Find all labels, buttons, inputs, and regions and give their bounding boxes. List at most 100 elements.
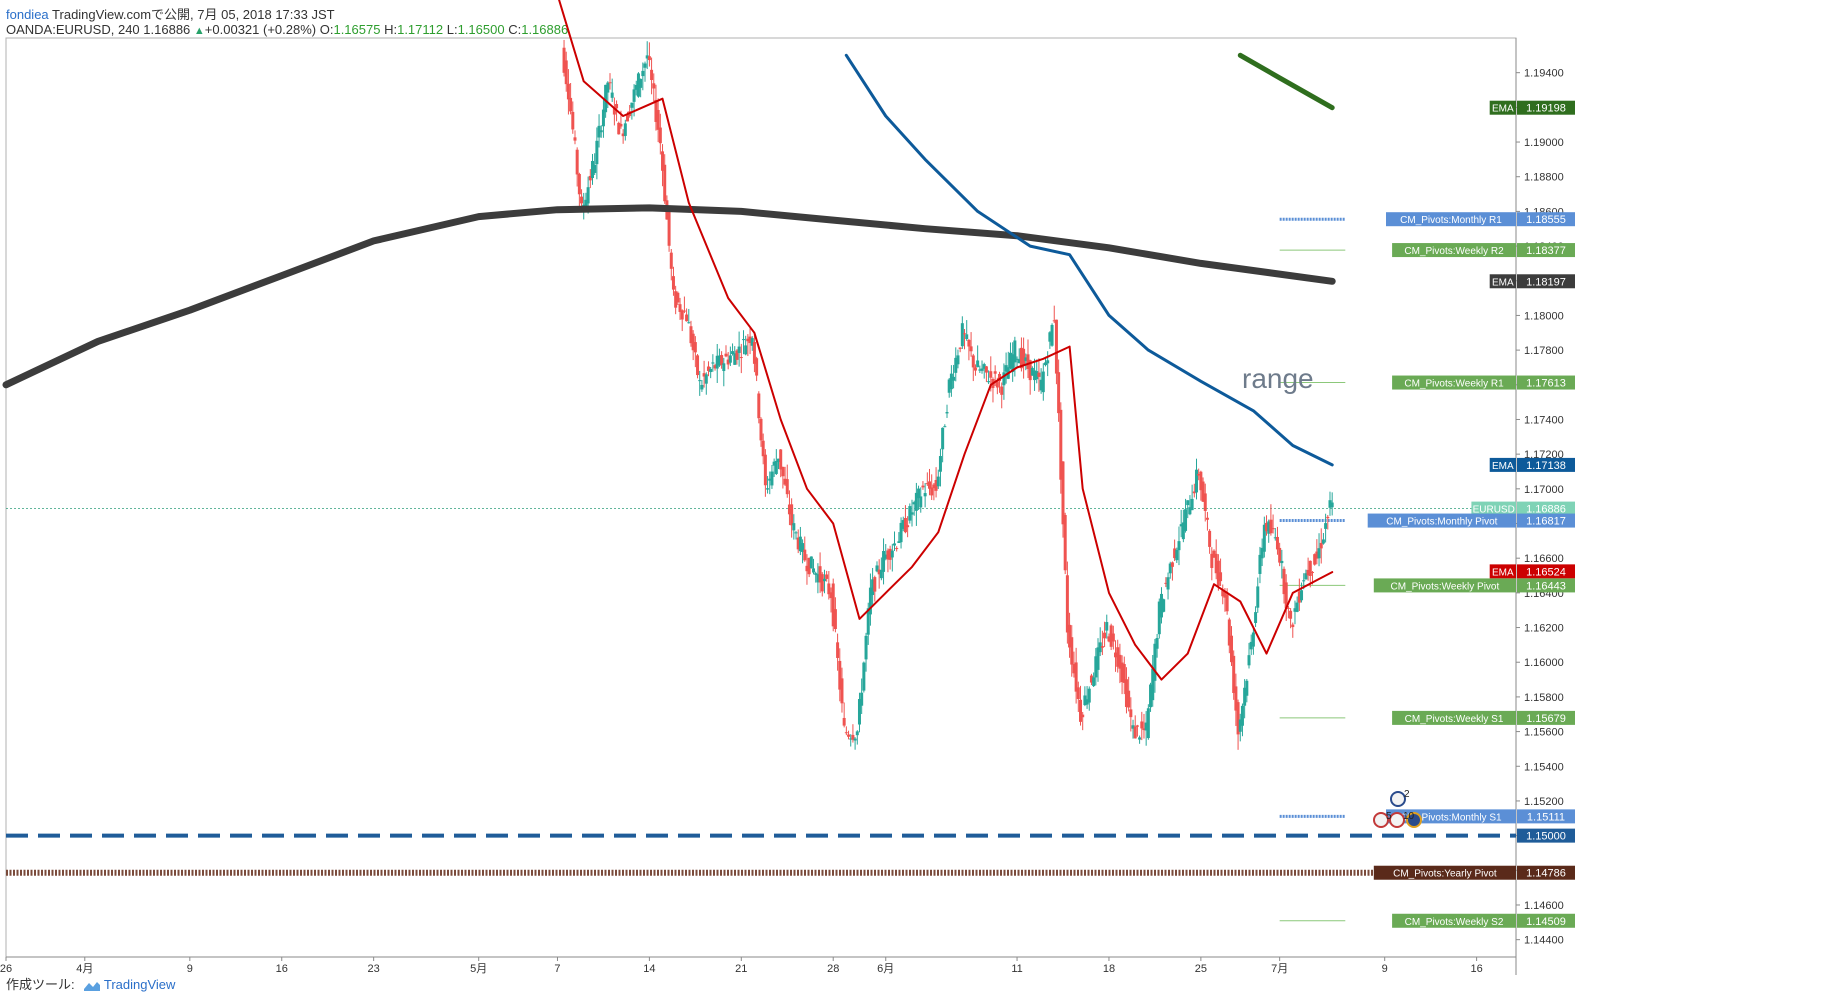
candle-body — [1291, 624, 1295, 628]
time-tick-label: 4月 — [76, 963, 93, 975]
time-tick-label: 9 — [187, 963, 193, 975]
candle-body — [1116, 647, 1120, 667]
time-tick-label: 18 — [1103, 963, 1115, 975]
candle-body — [562, 47, 566, 73]
candle-body — [779, 449, 783, 470]
candle-body — [836, 642, 840, 658]
candle-body — [1302, 580, 1306, 582]
candle-body — [847, 734, 851, 737]
candle-body — [1170, 562, 1174, 567]
candle-body — [566, 83, 570, 100]
candle-body — [722, 363, 726, 372]
candle-body — [866, 608, 870, 635]
price-tick-label: 1.19400 — [1524, 68, 1564, 80]
candle-body — [1157, 601, 1161, 635]
candle-body — [857, 699, 861, 725]
candle-body — [978, 369, 982, 371]
candle-body — [656, 109, 660, 130]
range-annotation: range — [1242, 363, 1314, 394]
candle-body — [803, 549, 807, 561]
ema-green-line — [1237, 52, 1335, 111]
candle-body — [1118, 654, 1122, 669]
candle-body — [731, 351, 735, 355]
candle-body — [1076, 687, 1080, 700]
candle-body — [1059, 409, 1063, 480]
price-label-name: CM_Pivots:Weekly Pivot — [1391, 581, 1500, 592]
candle-body — [1052, 320, 1056, 322]
candle-body — [1289, 610, 1293, 619]
candle-body — [1192, 491, 1196, 494]
plot-area[interactable] — [5, 37, 1517, 958]
candle-body — [930, 487, 934, 496]
candle-body — [584, 199, 588, 211]
candle-body — [612, 108, 616, 115]
candle-body — [1221, 590, 1225, 597]
candle-body — [1328, 500, 1332, 508]
tradingview-link[interactable]: TradingView — [84, 977, 175, 992]
price-label-value-box — [1517, 243, 1575, 258]
candle-body — [864, 635, 868, 660]
candle-body — [822, 578, 826, 582]
open-value: 1.16575 — [333, 22, 381, 37]
candle-body — [886, 550, 890, 560]
candle-body — [1000, 386, 1004, 395]
price-tick-label: 1.18800 — [1524, 172, 1564, 184]
candle-body — [1100, 646, 1104, 648]
candle-body — [1070, 637, 1074, 665]
candle-body — [671, 276, 675, 290]
ema-short-red-line — [558, 0, 1334, 681]
candle-body — [1280, 560, 1284, 564]
candle-body — [709, 368, 713, 373]
candle-body — [853, 738, 857, 741]
event-eu-flag-icon[interactable] — [1406, 812, 1422, 828]
candle-body — [814, 573, 818, 575]
price-label-value-box — [1517, 564, 1575, 579]
candle-body — [1188, 507, 1192, 515]
candle-body — [630, 102, 634, 108]
candle-body — [844, 732, 848, 734]
candle-body — [906, 525, 910, 528]
economic-events[interactable]: 2 5 10 — [1373, 789, 1422, 828]
candle-body — [1033, 370, 1037, 381]
candle-body — [1306, 569, 1310, 576]
event-us-flag-icon[interactable] — [1373, 812, 1389, 828]
candle-body — [1002, 372, 1006, 386]
price-tick-label: 1.16600 — [1524, 553, 1564, 565]
price-label-name: EMA — [1492, 277, 1514, 288]
candle-body — [1087, 688, 1091, 703]
candle-body — [1050, 324, 1054, 346]
candle-body — [1026, 354, 1030, 369]
candle-body — [1013, 340, 1017, 363]
candle-body — [875, 565, 879, 572]
price-label-tag — [1386, 212, 1516, 227]
time-tick-label: 5月 — [470, 963, 487, 975]
candle-body — [1286, 607, 1290, 609]
candle-body — [641, 70, 645, 77]
candle-body — [617, 122, 621, 135]
candle-body — [1159, 593, 1163, 618]
candle-body — [1155, 638, 1159, 649]
candle-body — [1282, 568, 1286, 595]
author-link[interactable]: fondiea — [6, 7, 49, 22]
price-label-value-box — [1517, 865, 1575, 880]
candle-body — [750, 338, 754, 346]
candle-body — [1046, 360, 1050, 364]
price-label-name: CM_Pivots:Weekly R2 — [1404, 246, 1504, 257]
price-label-value: 1.17613 — [1526, 378, 1566, 390]
candle-body — [980, 368, 984, 371]
candle-body — [739, 357, 743, 359]
candle-body — [923, 493, 927, 497]
candle-body — [1173, 548, 1177, 559]
candle-body — [1223, 592, 1227, 598]
candle-body — [892, 543, 896, 546]
candle-body — [1048, 332, 1052, 342]
low-label: L: — [446, 22, 458, 37]
event-icon-top[interactable] — [1390, 791, 1406, 807]
candle-body — [1085, 699, 1089, 705]
event-us-flag-icon-2[interactable] — [1389, 812, 1405, 828]
price-label-value-box — [1517, 100, 1575, 115]
candle-body — [634, 84, 638, 90]
time-tick-label: 21 — [735, 963, 747, 975]
candle-body — [680, 310, 684, 320]
